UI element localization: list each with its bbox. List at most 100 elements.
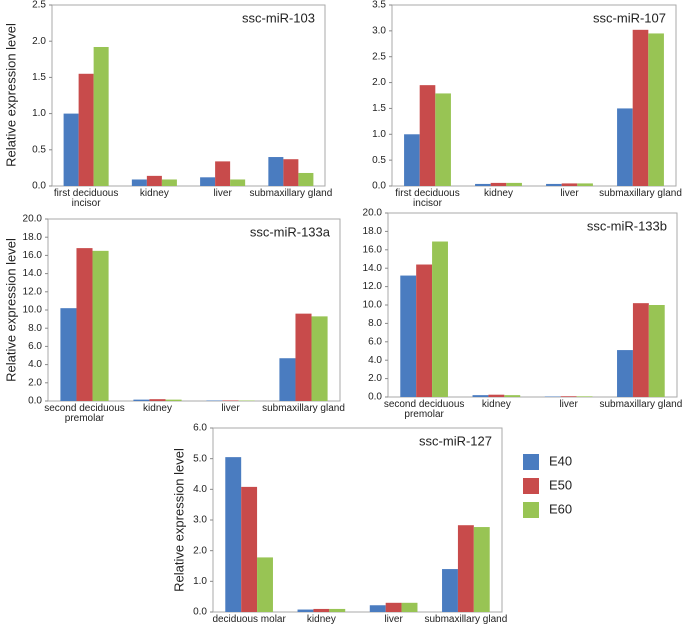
x-tick-label: liver: [559, 399, 578, 410]
bar: [632, 29, 649, 186]
bar: [561, 183, 578, 186]
y-axis-label: Relative expression level: [171, 448, 186, 592]
y-tick-label: 2.5: [32, 0, 46, 11]
bar: [76, 248, 93, 401]
bar: [297, 609, 314, 612]
bar: [648, 33, 664, 186]
y-tick-label: 14.0: [23, 268, 43, 279]
chart-title: ssc-miR-133b: [587, 218, 667, 233]
y-tick-label: 8.0: [28, 323, 42, 334]
x-tick-label: liver: [384, 614, 403, 625]
x-tick-label: submaxillary gland: [249, 188, 333, 199]
bar: [92, 250, 109, 401]
y-tick-label: 4.0: [193, 484, 207, 495]
legend-label: E40: [549, 453, 572, 468]
bar: [385, 602, 402, 612]
bar: [63, 113, 79, 186]
bar: [161, 179, 177, 186]
legend-swatch: [523, 454, 539, 470]
y-tick-label: 1.0: [193, 576, 207, 587]
bar: [546, 183, 562, 186]
x-tick-label: first deciduous incisor: [53, 188, 119, 209]
bar: [419, 85, 436, 186]
bar: [279, 358, 296, 401]
bar: [241, 486, 258, 612]
y-tick-label: 2.5: [372, 51, 386, 62]
bar: [576, 396, 593, 397]
bar: [165, 399, 182, 401]
bar: [283, 159, 299, 186]
bar: [131, 179, 147, 186]
y-tick-label: 1.5: [32, 72, 46, 83]
y-tick-label: 2.0: [193, 545, 207, 556]
bar: [60, 308, 77, 401]
bar: [146, 175, 162, 186]
y-tick-label: 2.0: [32, 36, 46, 47]
bar: [215, 161, 231, 186]
x-tick-label: kidney: [139, 188, 169, 199]
legend-swatch: [523, 502, 539, 518]
x-tick-label: submaxillary gland: [599, 399, 683, 410]
bar: [257, 557, 273, 612]
chart-title: ssc-miR-127: [419, 433, 492, 448]
x-tick-label: first deciduous incisor: [395, 188, 460, 209]
bar: [200, 177, 216, 186]
bar: [504, 395, 521, 397]
bar: [295, 313, 312, 401]
bar: [313, 608, 330, 612]
y-tick-label: 10.0: [23, 305, 43, 316]
chart-title: ssc-miR-103: [242, 10, 315, 25]
bar: [435, 93, 451, 186]
x-tick-label: submaxillary gland: [599, 188, 682, 199]
bar: [298, 172, 314, 186]
x-tick-label: submaxillary gland: [262, 403, 345, 414]
x-tick-label: second deciduous premolar: [44, 403, 125, 424]
y-tick-label: 4.0: [368, 355, 382, 366]
bar: [401, 602, 418, 612]
bar: [490, 182, 507, 186]
bar: [442, 569, 458, 612]
legend-label: E50: [549, 477, 572, 492]
y-tick-label: 16.0: [23, 250, 43, 261]
x-tick-label: liver: [221, 403, 240, 414]
bar: [93, 46, 109, 186]
bar: [432, 241, 448, 397]
x-tick-label: kidney: [484, 188, 513, 199]
y-tick-label: 5.0: [193, 453, 207, 464]
y-tick-label: 14.0: [363, 263, 383, 274]
bar: [149, 399, 166, 401]
bar: [648, 305, 665, 397]
bar: [632, 303, 649, 397]
plot-frame: [391, 4, 677, 187]
y-tick-label: 2.0: [28, 377, 42, 388]
y-tick-label: 12.0: [23, 286, 43, 297]
y-tick-label: 1.0: [372, 129, 386, 140]
y-tick-label: 0.5: [372, 155, 386, 166]
y-tick-label: 20.0: [23, 214, 43, 225]
y-tick-label: 3.0: [372, 25, 386, 36]
bar: [369, 605, 386, 612]
y-tick-label: 2.0: [372, 77, 386, 88]
bar: [230, 179, 246, 186]
y-axis-label: Relative expression level: [3, 23, 18, 167]
bar: [404, 134, 420, 186]
legend-swatch: [523, 478, 539, 494]
y-tick-label: 3.0: [193, 515, 207, 526]
bar: [475, 183, 491, 186]
bar: [506, 182, 522, 186]
bar: [268, 157, 284, 186]
bar: [488, 394, 505, 397]
bar: [222, 400, 239, 401]
y-tick-label: 12.0: [363, 281, 383, 292]
y-tick-label: 3.5: [372, 0, 386, 11]
y-tick-label: 18.0: [363, 226, 383, 237]
bar: [617, 108, 633, 186]
legend-label: E60: [549, 501, 572, 516]
x-tick-label: liver: [560, 188, 579, 199]
y-tick-label: 6.0: [368, 336, 382, 347]
y-tick-label: 4.0: [28, 359, 42, 370]
x-tick-label: kidney: [143, 403, 172, 414]
bar: [457, 525, 474, 612]
